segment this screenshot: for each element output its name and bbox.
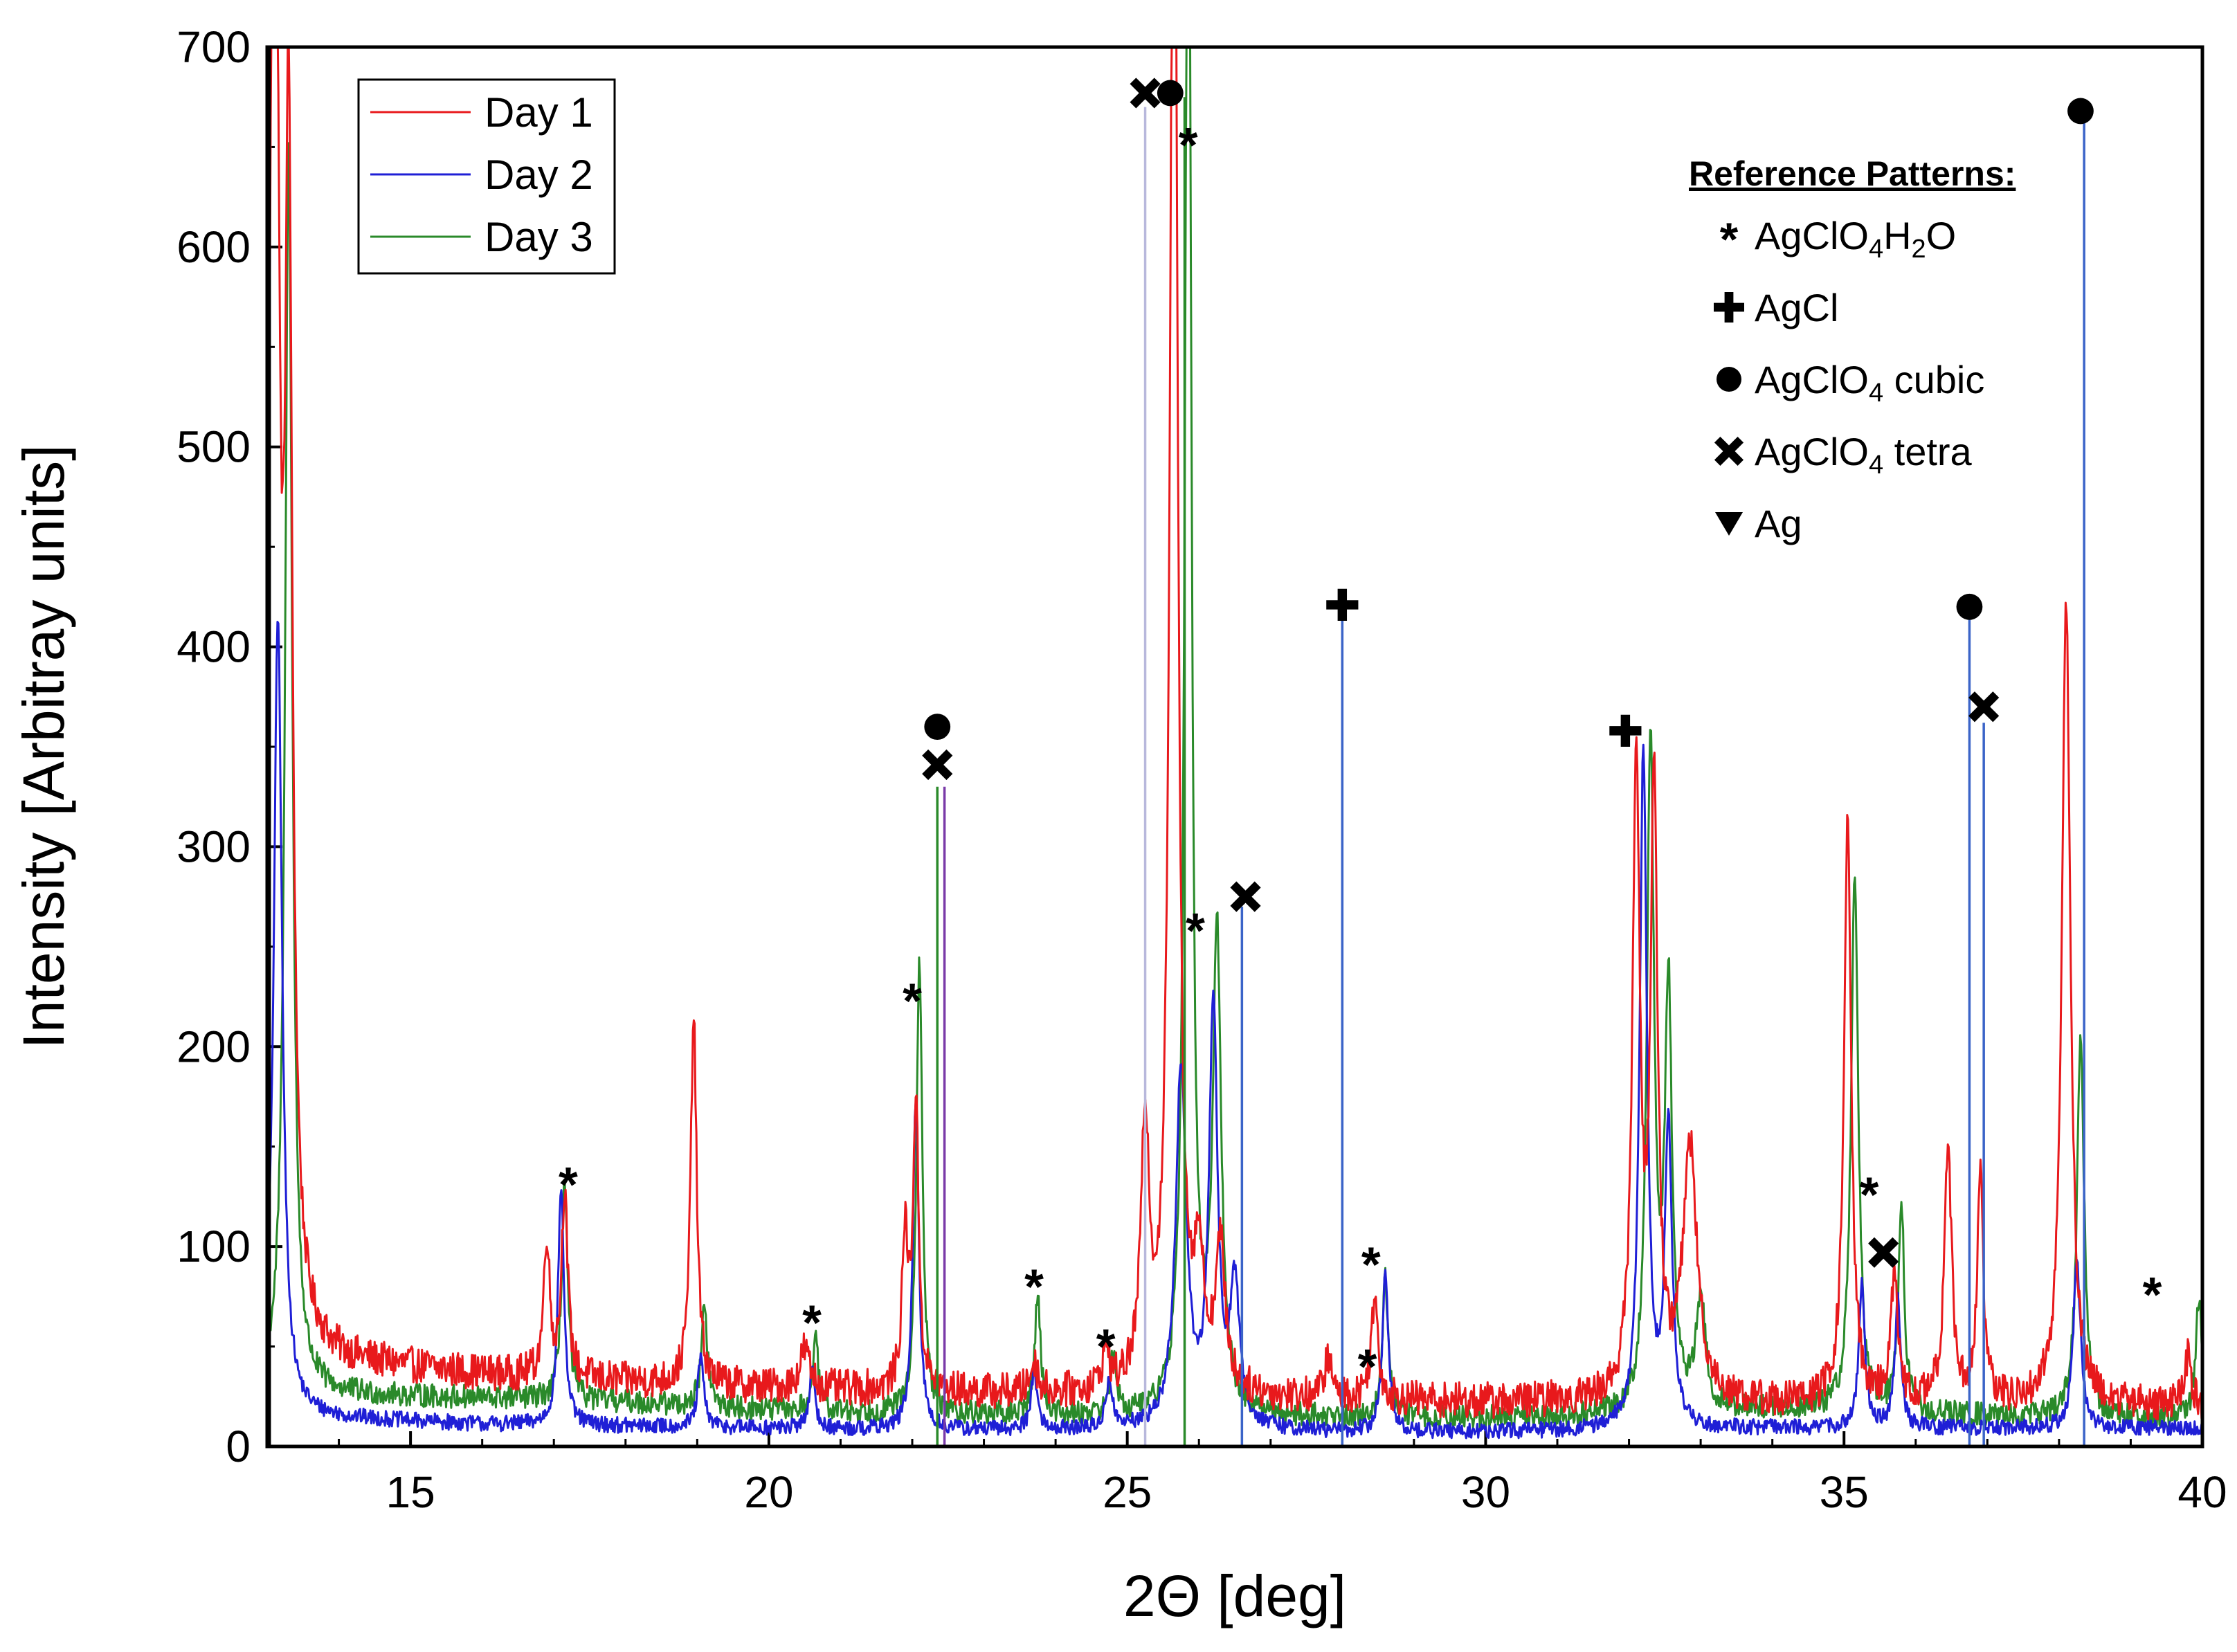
reference-legend-title: Reference Patterns: (1689, 154, 2016, 193)
asterisk-glyph: * (1860, 1168, 1879, 1223)
x-tick-label: 20 (744, 1467, 793, 1517)
x-tick-label: 25 (1103, 1467, 1152, 1517)
reference-legend: Reference Patterns:* AgClO4H2OAgClAgClO4 … (1689, 154, 2016, 545)
asterisk-glyph: * (1024, 1259, 1044, 1314)
asterisk-marker: * (802, 1295, 822, 1350)
asterisk-marker: * (1096, 1319, 1116, 1374)
asterisk-marker: * (903, 973, 922, 1028)
legend-label: Day 1 (484, 89, 593, 136)
reference-legend-label: AgClO4 cubic (1755, 358, 1984, 408)
y-tick-label: 400 (176, 622, 251, 672)
reference-legend-label-part: H (1883, 214, 1911, 257)
cross-marker (1714, 436, 1744, 466)
reference-legend-label-part: AgCl (1755, 286, 1838, 329)
asterisk-glyph: * (2143, 1267, 2162, 1323)
series-line-day-2 (267, 621, 2202, 1440)
circle-dot (924, 714, 951, 741)
reference-legend-label: AgCl (1755, 286, 1838, 329)
asterisk-marker: * (559, 1157, 578, 1213)
asterisk-marker: * (1720, 213, 1739, 266)
cross-stroke (1130, 78, 1161, 109)
cross-marker (1868, 1237, 1899, 1268)
series-line-day-1 (267, 47, 2202, 1421)
reference-legend-label-part: 4 (1869, 379, 1883, 408)
asterisk-glyph: * (1361, 1237, 1381, 1293)
reference-legend-label-part: 2 (1912, 235, 1926, 264)
plus-marker (1326, 588, 1359, 621)
x-axis-title: 2Θ [deg] (1123, 1563, 1346, 1628)
cross-marker (1968, 691, 2000, 723)
series-legend: Day 1 Day 2 Day 3 (357, 78, 616, 275)
reference-legend-label-part: Ag (1755, 502, 1802, 545)
triangle-down-marker (1715, 512, 1743, 536)
y-tick-label: 600 (176, 222, 251, 272)
asterisk-glyph: * (1358, 1339, 1377, 1395)
asterisk-glyph: * (1720, 213, 1739, 266)
y-tick-label: 300 (176, 822, 251, 871)
circle-marker (1157, 80, 1184, 107)
cross-stroke (1868, 1237, 1899, 1268)
cross-marker (922, 749, 953, 781)
x-tick-label: 35 (1820, 1467, 1869, 1517)
reference-legend-label-part: 4 (1869, 235, 1883, 264)
series-layer (267, 47, 2202, 1440)
x-tick-label: 40 (2177, 1467, 2227, 1517)
cross-stroke (1230, 881, 1261, 912)
cross-stroke (922, 749, 953, 781)
y-axis-title: Intensity [Arbitray units] (11, 444, 76, 1049)
asterisk-marker: * (1860, 1168, 1879, 1223)
x-tick-label: 15 (386, 1467, 435, 1517)
circle-dot (1956, 593, 1983, 620)
cross-stroke (1968, 691, 2000, 723)
circle-dot (2067, 98, 2094, 125)
asterisk-glyph: * (802, 1295, 822, 1350)
reference-legend-label: AgClO4 tetra (1755, 430, 1973, 480)
reference-lines-layer (936, 97, 2085, 1446)
asterisk-glyph: * (559, 1157, 578, 1213)
reference-legend-label-part: 4 (1869, 451, 1883, 480)
plus-marker (1714, 292, 1744, 323)
asterisk-marker: * (1179, 118, 1198, 173)
asterisk-glyph: * (1186, 903, 1205, 959)
asterisk-marker: * (1358, 1339, 1377, 1395)
cross-stroke (1714, 436, 1744, 466)
y-tick-label: 0 (226, 1422, 251, 1471)
circle-marker (924, 714, 951, 741)
circle-marker (1717, 367, 1741, 392)
reference-legend-label-part: AgClO (1755, 358, 1869, 401)
reference-legend-label-part: AgClO (1755, 214, 1869, 257)
cross-marker (1230, 881, 1261, 912)
plus-marker (1609, 714, 1642, 747)
peak-markers-layer: * * * * * * * * * * * (559, 78, 2162, 1395)
x-tick-label: 30 (1461, 1467, 1510, 1517)
reference-legend-label-part: O (1926, 214, 1957, 257)
circle-marker (2067, 98, 2094, 125)
asterisk-glyph: * (1096, 1319, 1116, 1374)
y-tick-label: 100 (176, 1222, 251, 1271)
triangle-shape (1715, 512, 1743, 536)
y-tick-label: 500 (176, 422, 251, 472)
y-tick-label: 700 (176, 22, 251, 72)
legend-label: Day 2 (484, 152, 593, 198)
asterisk-marker: * (2143, 1267, 2162, 1323)
asterisk-marker: * (1024, 1259, 1044, 1314)
reference-legend-label-part: tetra (1883, 430, 1972, 473)
reference-legend-label: Ag (1755, 502, 1802, 545)
cross-marker (1130, 78, 1161, 109)
y-tick-label: 200 (176, 1022, 251, 1071)
circle-dot (1717, 367, 1741, 392)
asterisk-marker: * (1186, 903, 1205, 959)
asterisk-glyph: * (903, 973, 922, 1028)
reference-legend-label: AgClO4H2O (1755, 214, 1956, 264)
circle-dot (1157, 80, 1184, 107)
asterisk-marker: * (1361, 1237, 1381, 1293)
reference-legend-label-part: AgClO (1755, 430, 1869, 473)
asterisk-glyph: * (1179, 118, 1198, 173)
circle-marker (1956, 593, 1983, 620)
legend-label: Day 3 (484, 214, 593, 260)
reference-legend-label-part: cubic (1883, 358, 1984, 401)
